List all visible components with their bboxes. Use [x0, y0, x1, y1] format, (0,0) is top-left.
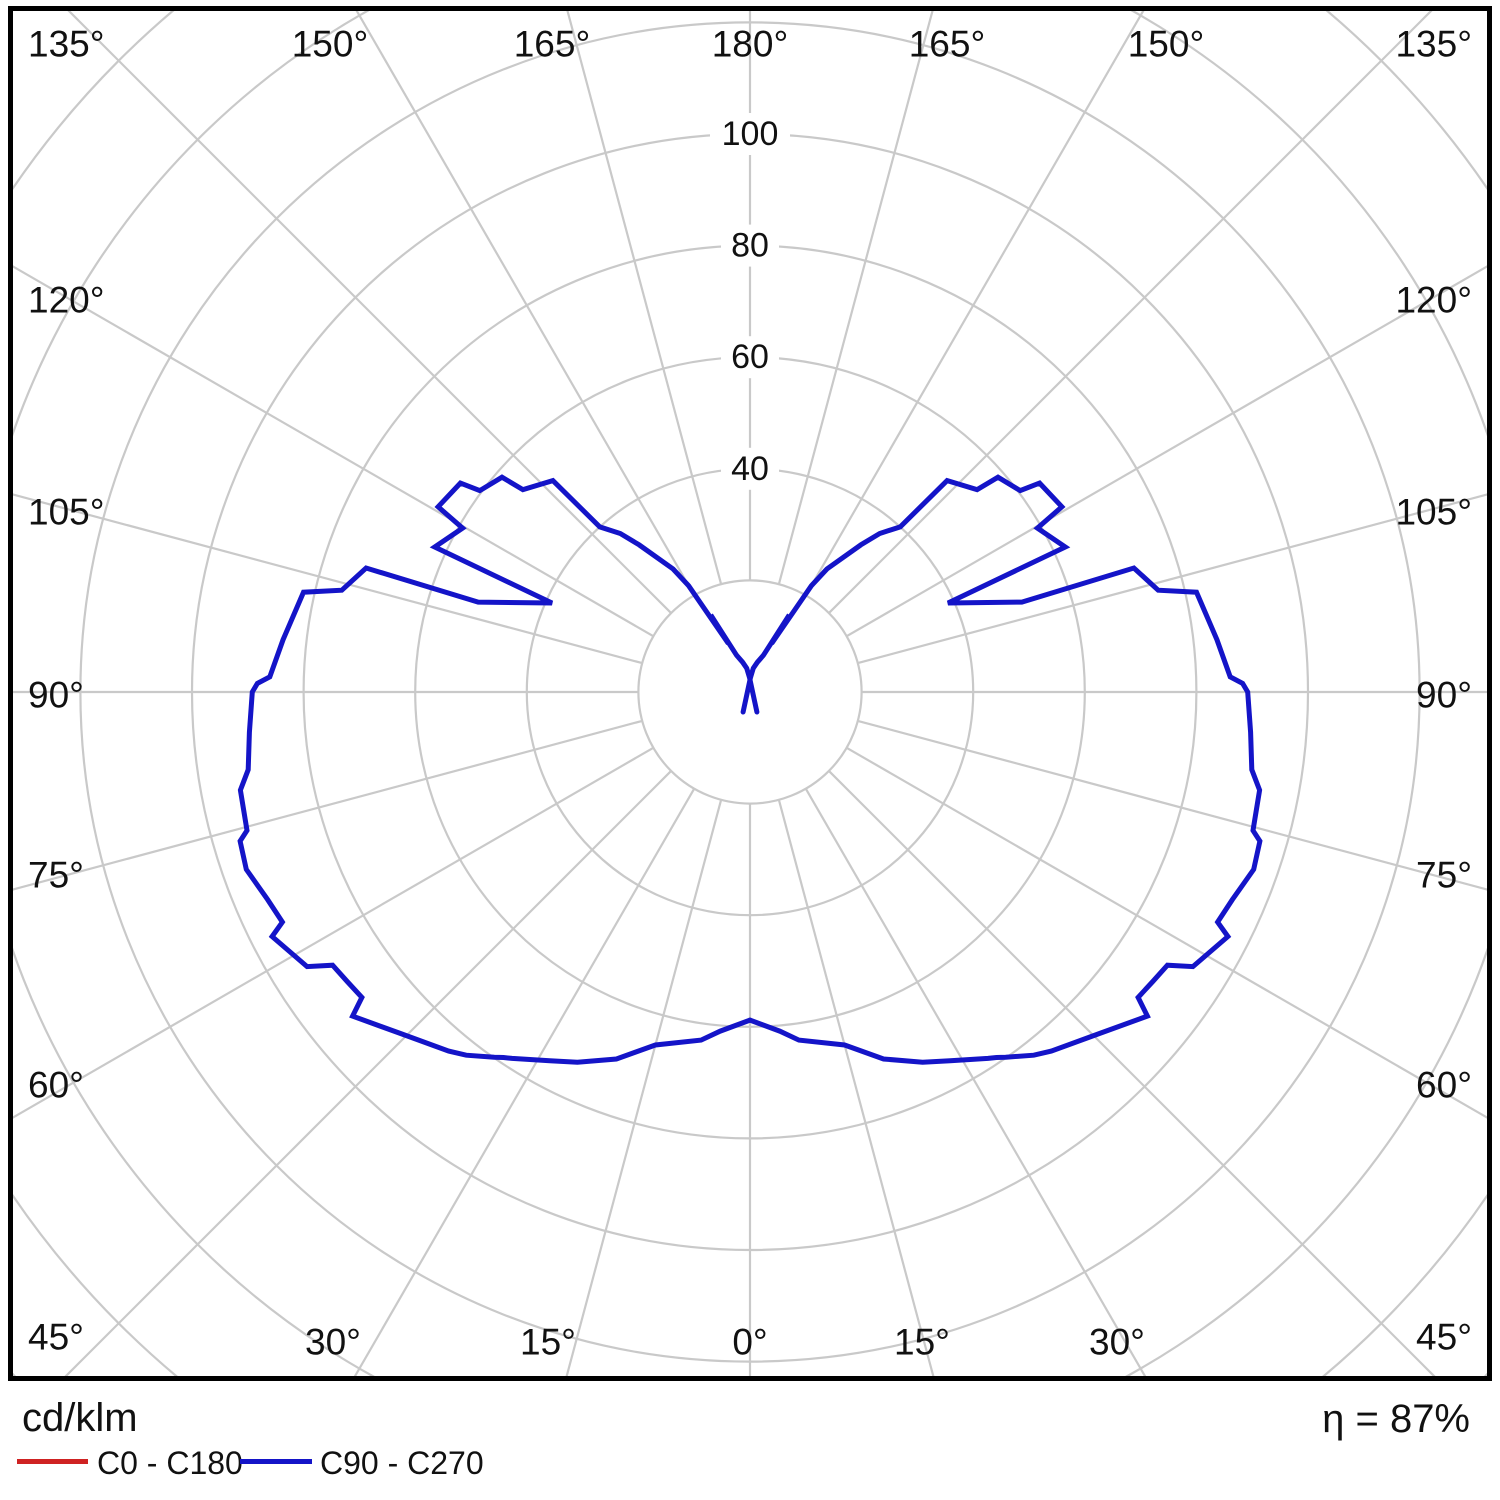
grid-spoke-345 — [565, 799, 723, 1376]
legend-line-c90-c270 — [240, 1459, 312, 1464]
angle-label-right-5: 60° — [1416, 1065, 1472, 1106]
grid-spoke-45 — [828, 770, 1436, 1376]
angle-label-left-0: 135° — [28, 24, 105, 65]
ring-label-60: 60 — [731, 338, 769, 376]
angle-label-right-3: 90° — [1416, 675, 1472, 716]
curve-C90-C270-right — [740, 474, 1263, 1065]
grid-spoke-255 — [13, 493, 643, 665]
legend-label-c90-c270: C90 - C270 — [320, 1445, 484, 1481]
legend-label-c0-c180: C0 - C180 — [97, 1445, 243, 1481]
angle-label-top-1: 165° — [514, 24, 591, 65]
unit-label: cd/klm — [22, 1396, 138, 1440]
angle-label-left-6: 45° — [28, 1317, 84, 1358]
efficiency-label: η = 87% — [1322, 1397, 1470, 1441]
grid-spoke-165 — [777, 11, 934, 585]
grid-spoke-60 — [846, 746, 1487, 1119]
grid-spoke-210 — [355, 11, 696, 596]
angle-label-left-4: 75° — [28, 855, 84, 896]
ring-label-80: 80 — [731, 227, 769, 265]
ring-label-100: 100 — [722, 115, 779, 153]
grid-spoke-30 — [804, 788, 1147, 1376]
angle-label-top-0: 150° — [292, 24, 369, 65]
grid-spoke-15 — [777, 799, 935, 1376]
angle-label-right-0: 135° — [1395, 24, 1472, 65]
ring-label-40: 40 — [731, 450, 769, 488]
ring-label-bg-60 — [721, 336, 779, 379]
angle-label-bottom-3: 15° — [894, 1322, 950, 1363]
angle-label-left-3: 90° — [28, 675, 84, 716]
grid-spoke-105 — [857, 493, 1487, 665]
angle-label-left-1: 120° — [28, 280, 105, 321]
grid-spoke-330 — [353, 788, 696, 1376]
grid-spoke-285 — [13, 719, 643, 891]
angle-label-bottom-4: 30° — [1089, 1322, 1145, 1363]
angle-label-right-4: 75° — [1416, 855, 1472, 896]
angle-label-right-1: 120° — [1395, 280, 1472, 321]
chart-frame — [8, 6, 1492, 1381]
angle-label-right-2: 105° — [1395, 492, 1472, 533]
legend-line-c0-c180 — [17, 1459, 88, 1464]
angle-label-top-3: 165° — [909, 24, 986, 65]
grid-spoke-150 — [804, 11, 1145, 596]
ring-label-bg-80 — [721, 224, 779, 267]
grid-spoke-300 — [13, 746, 654, 1119]
angle-label-bottom-2: 0° — [732, 1322, 767, 1363]
angle-label-right-6: 45° — [1416, 1317, 1472, 1358]
grid-spoke-135 — [828, 11, 1433, 614]
angle-label-top-4: 150° — [1128, 24, 1205, 65]
angle-label-bottom-1: 15° — [520, 1322, 576, 1363]
angle-label-bottom-0: 30° — [305, 1322, 361, 1363]
grid-spoke-75 — [857, 719, 1487, 891]
ring-label-bg-100 — [710, 113, 790, 155]
grid-ring-20 — [637, 579, 863, 805]
grid-spoke-315 — [64, 770, 672, 1376]
ring-label-bg-40 — [721, 447, 779, 490]
curve-C90-C270-left — [237, 474, 760, 1065]
angle-label-left-2: 105° — [28, 492, 105, 533]
angle-label-top-2: 180° — [712, 24, 789, 65]
grid-spoke-195 — [566, 11, 723, 585]
grid-spoke-225 — [67, 11, 672, 614]
angle-label-left-5: 60° — [28, 1065, 84, 1106]
